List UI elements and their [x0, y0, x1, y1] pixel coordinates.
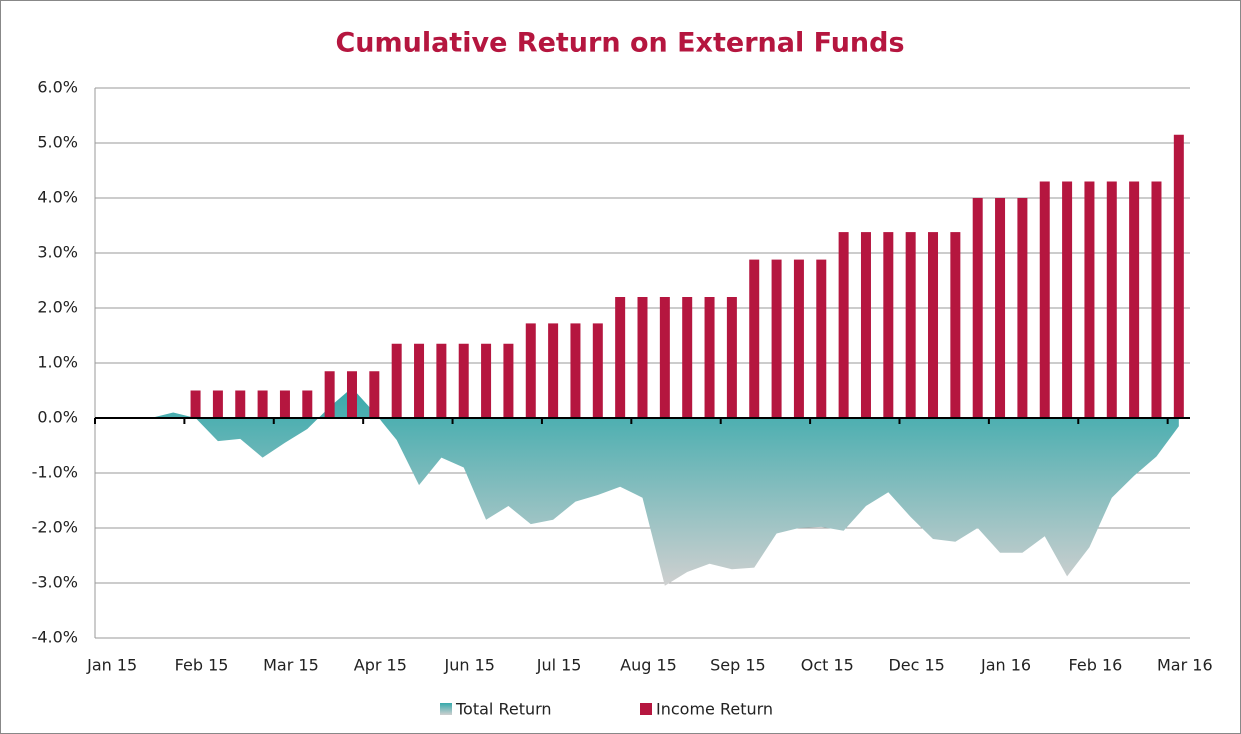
income-bar	[503, 343, 514, 418]
income-bar	[190, 390, 201, 418]
y-tick-label: 2.0%	[37, 298, 78, 317]
y-tick-label: 5.0%	[37, 133, 78, 152]
y-tick-label: 4.0%	[37, 188, 78, 207]
income-bar	[1017, 198, 1028, 418]
income-bar	[883, 232, 894, 418]
income-bar	[1039, 181, 1050, 418]
income-bar	[212, 390, 223, 418]
income-bar	[1084, 181, 1095, 418]
x-tick-label: Oct 15	[801, 656, 854, 675]
income-bar	[257, 390, 268, 418]
x-tick-label: Aug 15	[620, 656, 677, 675]
x-tick-label: Jan 15	[86, 656, 137, 675]
income-bar	[972, 198, 983, 418]
income-bar	[950, 232, 961, 418]
x-tick-label: Jul 15	[536, 656, 582, 675]
income-bar	[481, 343, 492, 418]
income-bar	[704, 297, 715, 418]
x-tick-label: Sep 15	[710, 656, 766, 675]
legend-swatch	[440, 703, 452, 715]
x-tick-label: Mar 15	[263, 656, 319, 675]
income-bar	[1173, 134, 1184, 418]
income-bar	[838, 232, 849, 418]
income-bar	[637, 297, 648, 418]
income-bar	[548, 323, 559, 418]
x-tick-label: Feb 16	[1069, 656, 1123, 675]
income-bar	[302, 390, 313, 418]
income-bar	[928, 232, 939, 418]
income-bar	[369, 371, 380, 418]
legend-label: Income Return	[656, 700, 773, 719]
x-tick-label: Mar 16	[1157, 656, 1213, 675]
x-tick-label: Jun 15	[443, 656, 494, 675]
y-tick-label: 0.0%	[37, 408, 78, 427]
income-bar	[391, 343, 402, 418]
y-tick-label: 3.0%	[37, 243, 78, 262]
income-bar	[749, 259, 760, 418]
income-bar	[1151, 181, 1162, 418]
y-tick-label: -3.0%	[32, 573, 78, 592]
income-bar	[570, 323, 581, 418]
legend-label: Total Return	[455, 700, 552, 719]
income-bar	[659, 297, 670, 418]
income-bar	[771, 259, 782, 418]
income-bar	[682, 297, 693, 418]
income-bar	[1106, 181, 1117, 418]
income-bar	[436, 343, 447, 418]
total-return-area	[106, 387, 1179, 586]
income-bar	[1129, 181, 1140, 418]
y-tick-label: -4.0%	[32, 628, 78, 647]
y-tick-label: 1.0%	[37, 353, 78, 372]
income-bar	[458, 343, 469, 418]
income-bar	[793, 259, 804, 418]
chart-title: Cumulative Return on External Funds	[335, 28, 904, 59]
x-tick-label: Feb 15	[175, 656, 229, 675]
x-tick-label: Jan 16	[980, 656, 1031, 675]
income-bar	[592, 323, 603, 418]
income-bar	[816, 259, 827, 418]
income-bar	[324, 371, 335, 418]
income-bar	[414, 343, 425, 418]
legend-swatch	[640, 703, 652, 715]
income-bar	[995, 198, 1006, 418]
income-bar	[615, 297, 626, 418]
y-tick-label: -1.0%	[32, 463, 78, 482]
x-tick-label: Apr 15	[354, 656, 407, 675]
income-bar	[235, 390, 246, 418]
income-bar	[346, 371, 357, 418]
income-bar	[525, 323, 536, 418]
y-tick-label: 6.0%	[37, 78, 78, 97]
x-tick-label: Dec 15	[888, 656, 944, 675]
income-bar	[860, 232, 871, 418]
y-tick-label: -2.0%	[32, 518, 78, 537]
income-bar	[905, 232, 916, 418]
income-bar	[279, 390, 290, 418]
income-bar	[1062, 181, 1073, 418]
income-bar	[726, 297, 737, 418]
